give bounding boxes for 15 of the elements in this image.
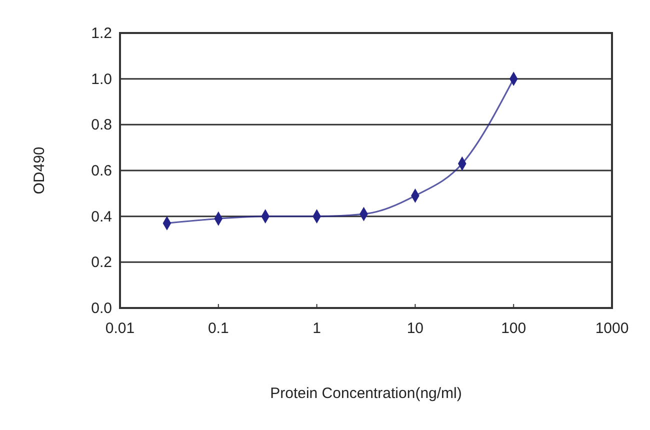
y-tick-label: 0.6 [91,162,112,180]
y-tick-label: 0.8 [91,116,112,134]
y-axis-title: OD490 [31,146,48,194]
x-tick-label: 10 [406,320,424,337]
x-tick-label: 1000 [595,320,629,337]
x-tick-label: 0.1 [208,320,229,337]
y-tick-label: 1.0 [91,70,112,88]
y-tick-label: 0.2 [91,254,112,272]
y-tick-label: 1.2 [91,25,112,42]
x-tick-label: 1 [312,320,321,337]
x-axis-title: Protein Concentration(ng/ml) [270,385,462,402]
y-tick-label: 0.0 [91,300,112,317]
y-tick-label: 0.4 [91,208,112,226]
x-tick-label: 100 [501,320,526,337]
x-tick-label: 0.01 [105,320,135,337]
